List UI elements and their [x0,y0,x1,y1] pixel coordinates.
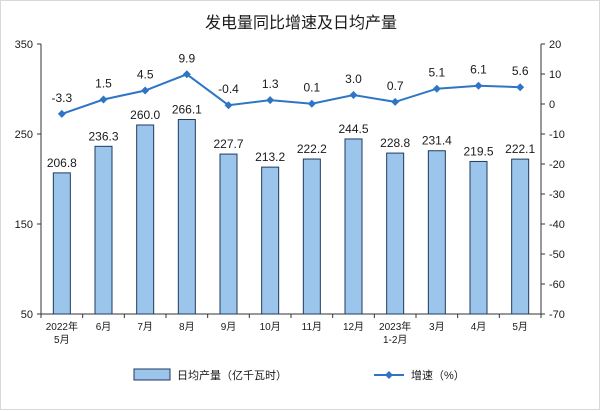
bar-value-label: 231.4 [422,134,452,148]
bar-value-label: 266.1 [172,103,202,117]
growth-marker [57,109,66,118]
legend-line-label: 增速（%） [411,368,465,382]
growth-value-label: 0.7 [387,79,404,93]
growth-marker [141,86,150,95]
x-axis-tick-label: 4月 [471,321,487,333]
bar [344,138,363,315]
bar [427,150,446,315]
bar-value-label: 219.5 [463,144,493,158]
x-axis-tick-label: 5月 [512,321,528,333]
bar [469,160,488,315]
growth-value-label: -3.3 [51,91,72,105]
right-axis-tick-label: -60 [549,279,565,291]
right-axis-tick-label: -40 [549,219,565,231]
legend-bar-swatch [133,368,171,381]
right-axis-tick-label: 20 [549,39,561,51]
x-axis-tick-label: 11月 [302,321,322,333]
growth-value-label: 9.9 [178,51,195,65]
growth-value-label: 4.5 [137,68,154,82]
bar-value-label: 236.3 [88,129,118,143]
growth-line [61,73,521,115]
x-axis-tick-label: 6月 [96,321,112,333]
growth-marker [474,81,483,90]
bar [302,158,321,315]
growth-marker [307,99,316,108]
bar [52,172,71,315]
growth-value-label: 0.1 [303,81,320,95]
bar-value-label: 206.8 [47,156,77,170]
growth-marker [349,91,358,99]
right-axis-tick-label: -20 [549,159,565,171]
left-axis-tick-label: 50 [21,309,33,321]
left-axis-tick-label: 350 [15,39,33,51]
left-axis-tick-label: 150 [15,219,33,231]
bar [94,145,113,315]
bar [386,152,405,315]
growth-value-label: 5.1 [428,66,445,80]
bar-value-label: 228.8 [380,136,410,150]
growth-marker [266,96,275,105]
x-axis-tick-label: 3月 [429,321,445,333]
legend-bar-label: 日均产量（亿千瓦时） [177,368,287,382]
bar-value-label: 227.7 [213,137,243,151]
x-axis-tick-label: 8月 [179,321,195,333]
bar [511,158,530,315]
chart-title: 发电量同比增速及日均产量 [205,14,397,32]
growth-marker [432,84,441,93]
bar-value-label: 213.2 [255,150,285,164]
right-axis-tick-label: -70 [549,309,565,321]
bar-value-label: 244.5 [338,122,368,136]
growth-value-label: 6.1 [470,63,487,77]
left-axis-tick-label: 250 [15,129,33,141]
x-axis-tick-label: 2022年 5月 [46,320,78,346]
bar [136,124,155,315]
right-axis-tick-label: 0 [549,99,555,111]
right-axis-tick-label: 10 [549,69,561,81]
growth-value-label: 1.3 [262,77,279,91]
growth-marker [516,83,525,92]
growth-marker [99,95,108,104]
x-axis-tick-label: 10月 [260,321,281,333]
right-axis-tick-label: -50 [549,249,565,261]
growth-value-label: 1.5 [95,77,112,91]
x-axis-tick-label: 2023年 1-2月 [379,320,411,346]
growth-value-label: 5.6 [512,64,529,78]
x-axis-tick-label: 7月 [137,321,153,333]
right-axis-tick-label: -10 [549,129,565,141]
growth-value-label: -0.4 [218,82,239,96]
bar [219,153,238,315]
bar [261,166,280,315]
bar-value-label: 222.1 [505,142,535,156]
bar-value-label: 222.2 [297,142,327,156]
growth-marker [391,97,400,106]
bar [177,119,196,315]
right-axis-tick-label: -30 [549,189,565,201]
legend-line-marker [385,371,393,379]
bar-value-label: 260.0 [130,108,160,122]
growth-value-label: 3.0 [345,72,362,86]
x-axis-tick-label: 9月 [221,321,237,333]
growth-marker [224,101,233,110]
growth-marker [182,70,191,79]
x-axis-tick-label: 12月 [343,321,364,333]
